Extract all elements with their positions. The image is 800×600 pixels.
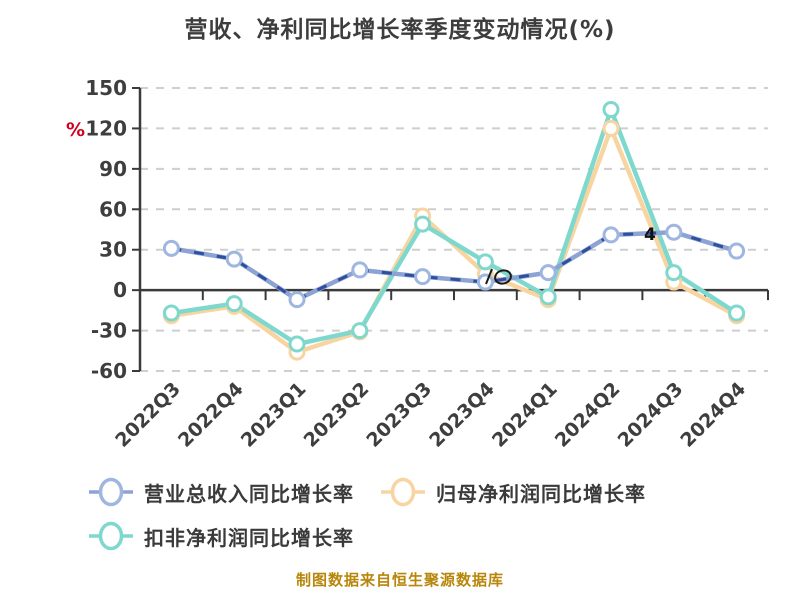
data-point[interactable] [476, 273, 494, 291]
data-point[interactable] [414, 268, 432, 286]
annotation-digit: 4 [644, 225, 656, 245]
legend-label: 营业总收入同比增长率 [144, 481, 354, 506]
data-point[interactable] [225, 295, 243, 313]
legend-row-2: 扣非净利润同比增长率 [88, 514, 768, 558]
y-axis-tick-label: 30 [99, 238, 127, 262]
data-point[interactable] [665, 264, 683, 282]
annotation-ellipse [494, 269, 512, 285]
data-point[interactable] [162, 304, 180, 322]
legend-marker-icon [89, 521, 133, 551]
x-axis-tick-label: 2023Q1 [237, 378, 311, 452]
data-point[interactable] [225, 250, 243, 268]
annotation-stroke [485, 268, 493, 285]
x-axis-tick-label: 2022Q4 [174, 378, 248, 452]
x-axis-tick-label: 2024Q1 [488, 378, 562, 452]
data-point[interactable] [602, 119, 620, 137]
series-line-2 [169, 107, 739, 347]
y-axis-tick-label: 0 [113, 278, 127, 302]
data-point[interactable] [539, 288, 557, 306]
legend-label: 扣非净利润同比增长率 [144, 525, 354, 550]
data-point[interactable] [288, 335, 306, 353]
x-axis-tick-label: 2022Q3 [111, 378, 185, 452]
data-point[interactable] [602, 226, 620, 244]
legend-item-total-revenue-growth[interactable]: 营业总收入同比增长率 [88, 475, 354, 509]
legend-marker-icon [89, 477, 133, 507]
x-axis-tick-label: 2024Q4 [676, 378, 750, 452]
series-line-dash-overlay-0 [171, 230, 738, 302]
data-point[interactable] [351, 322, 369, 340]
data-point[interactable] [351, 261, 369, 279]
legend-label: 归母净利润同比增长率 [436, 481, 646, 506]
y-axis-tick-label: 150 [85, 76, 127, 100]
data-point[interactable] [476, 253, 494, 271]
legend-item-net-profit-growth[interactable]: 归母净利润同比增长率 [380, 475, 646, 509]
x-axis-tick-label: 2023Q2 [300, 378, 374, 452]
chart-title: 营收、净利同比增长率季度变动情况(%) [184, 17, 616, 43]
data-point[interactable] [288, 291, 306, 309]
x-axis-tick-label: 2024Q2 [551, 378, 625, 452]
data-point[interactable] [602, 101, 620, 119]
y-axis-tick-label: 120 [85, 116, 127, 140]
data-point[interactable] [414, 215, 432, 233]
data-point[interactable] [539, 264, 557, 282]
data-point[interactable] [162, 239, 180, 257]
y-axis-tick-label: 60 [99, 197, 127, 221]
x-axis-tick-label: 2024Q3 [614, 378, 688, 452]
x-axis-tick-label: 2023Q4 [425, 378, 499, 452]
x-axis-tick-label: 2023Q3 [362, 378, 436, 452]
data-point[interactable] [665, 223, 683, 241]
line-chart-plot: 1501209060300-30-602022Q32022Q42023Q1202… [85, 76, 769, 452]
legend-marker-icon [381, 477, 425, 507]
y-axis-tick-label: -30 [91, 319, 127, 343]
data-source-footer: 制图数据来自恒生聚源数据库 [295, 571, 504, 589]
legend-row-1: 营业总收入同比增长率 归母净利润同比增长率 [88, 470, 768, 514]
legend: 营业总收入同比增长率 归母净利润同比增长率 扣非净利润同比增长率 [88, 470, 768, 558]
legend-item-deducted-net-profit-growth[interactable]: 扣非净利润同比增长率 [88, 519, 354, 553]
y-axis-unit-label: % [66, 119, 86, 141]
data-point[interactable] [728, 242, 746, 260]
y-axis-tick-label: -60 [91, 359, 127, 383]
data-point[interactable] [728, 304, 746, 322]
y-axis-tick-label: 90 [99, 157, 127, 181]
